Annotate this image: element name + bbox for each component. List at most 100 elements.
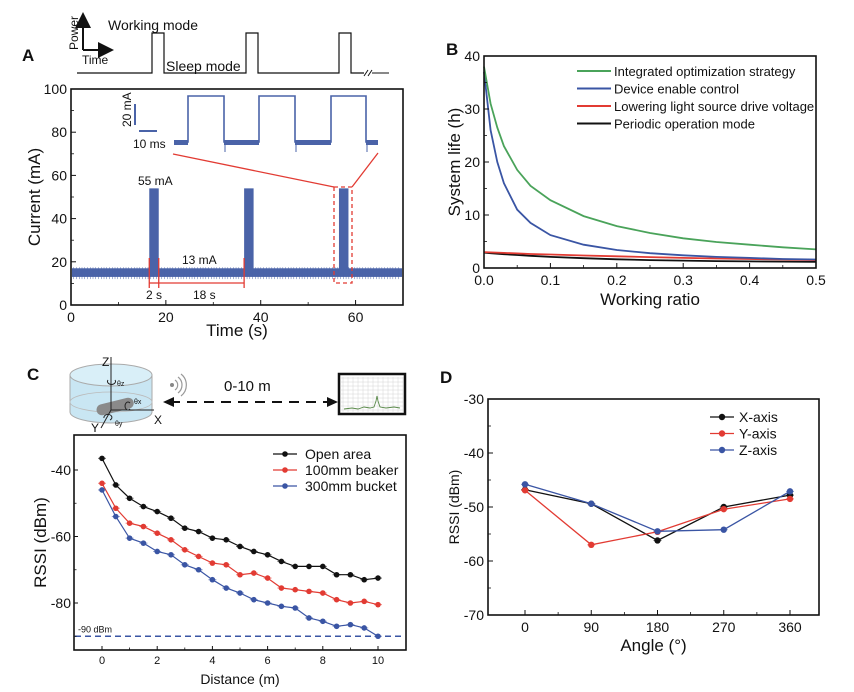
legend-marker	[718, 413, 726, 421]
y-tick-label: -60	[51, 529, 71, 545]
series-line	[483, 251, 817, 261]
spectrum-monitor-icon	[337, 372, 407, 416]
data-point	[292, 586, 299, 593]
data-point	[251, 548, 257, 555]
x-tick-label: 60	[348, 309, 364, 325]
legend-label: 100mm beaker	[305, 462, 399, 478]
off-duration-label: 18 s	[193, 288, 216, 302]
data-point	[223, 537, 229, 543]
system-life-chart: 0.0 0.1 0.2 0.3 0.4 0.5 0 10 20 30 40 Working ratio…	[445, 48, 826, 309]
x-tick-label: 0	[99, 655, 105, 667]
x-axis-label: X	[154, 413, 162, 427]
data-point	[99, 455, 105, 462]
baseline-current-band	[72, 268, 402, 277]
legend-label: Device enable control	[614, 82, 739, 97]
inset-baseline-band	[366, 140, 378, 145]
data-point	[154, 530, 160, 536]
theta-y-label: θy	[115, 421, 123, 428]
data-point	[264, 551, 271, 558]
x-tick-label: 20	[158, 309, 174, 325]
legend-label: Z-axis	[739, 442, 777, 458]
device-capsule	[96, 397, 134, 416]
data-point	[278, 585, 285, 591]
data-point	[168, 537, 174, 543]
data-point	[113, 482, 119, 488]
data-point	[654, 528, 661, 535]
y-axis-line	[100, 409, 112, 429]
current-chart: 0 20 40 60 0 20 40 60 80 100 Time (s) Current (mA) 5…	[25, 81, 404, 340]
y-axis-title: RSSI (dBm)	[446, 470, 462, 545]
legend-marker	[718, 446, 726, 454]
series-line	[483, 251, 817, 263]
data-point	[320, 618, 326, 625]
inset-scale-x-label: 10 ms	[133, 137, 166, 151]
rssi-distance-chart: -90 dBm 0 2 4 6 8 10 -40 -60 -80 Distance (m) RSSI …	[31, 434, 407, 687]
data-point	[720, 505, 727, 513]
x-tick-label: 90	[583, 619, 599, 635]
y-tick-label: 0	[472, 260, 480, 276]
x-tick-label: 40	[253, 309, 269, 325]
data-point	[113, 513, 119, 520]
y-axis-title: RSSI (dBm)	[31, 497, 50, 588]
panel-letter-d: D	[440, 368, 452, 387]
data-point	[333, 571, 340, 578]
data-point	[237, 571, 243, 578]
x-tick-label: 2	[154, 655, 160, 667]
y-tick-label: -60	[464, 553, 484, 569]
y-tick-label: 60	[51, 167, 67, 183]
distance-range-label: 0-10 m	[224, 378, 271, 395]
data-point	[209, 535, 216, 541]
legend-label: Y-axis	[739, 426, 777, 442]
water-tank-illustration: Z X Y θz θx θy	[69, 355, 162, 435]
zoom-region-box	[333, 186, 353, 284]
data-point	[720, 526, 727, 533]
x-tick-label: 0.0	[474, 272, 494, 288]
y-tick-label: 10	[464, 207, 480, 223]
data-point	[375, 633, 381, 640]
y-tick-label: -80	[51, 595, 71, 611]
legend-marker	[282, 483, 288, 489]
y-tick-label: 80	[51, 124, 67, 140]
right-arrowhead-icon	[327, 397, 338, 407]
data-point	[306, 615, 312, 621]
legend-label: 300mm bucket	[305, 478, 397, 494]
data-point	[786, 495, 794, 503]
data-point	[292, 563, 299, 570]
series-line	[524, 483, 791, 532]
data-point	[126, 495, 133, 502]
x-tick-label: 270	[712, 619, 736, 635]
reference-line-label: -90 dBm	[78, 624, 112, 634]
data-point	[333, 596, 340, 603]
data-point	[521, 481, 529, 488]
data-point	[168, 551, 174, 558]
series-line	[483, 66, 817, 251]
data-point	[182, 525, 188, 531]
x-tick-label: 0.5	[806, 272, 826, 288]
data-point	[347, 571, 354, 578]
power-time-schematic: Power Time Working mode Sleep mode	[67, 12, 389, 77]
panel-d: D 0 90 180 270 360 -30 -40 -50 -60 -70 Angle (°) RS…	[440, 368, 820, 655]
y-tick-label: -30	[464, 391, 484, 407]
y-tick-label: 40	[51, 211, 67, 227]
y-tick-label: 0	[59, 297, 67, 313]
current-pulse	[244, 188, 254, 273]
data-point	[99, 480, 105, 487]
data-point	[786, 488, 794, 495]
data-point	[237, 590, 243, 596]
data-point	[375, 575, 381, 581]
legend-label: Periodic operation mode	[614, 117, 755, 132]
data-point	[320, 590, 326, 596]
power-label: Power	[67, 16, 81, 50]
y-tick-label: 100	[44, 81, 68, 97]
x-tick-label: 0.2	[607, 272, 627, 288]
x-axis-title: Time (s)	[206, 321, 268, 340]
break-mark-2	[367, 69, 373, 77]
data-point	[654, 537, 661, 544]
data-point	[209, 576, 216, 583]
wireless-signal-icon	[170, 373, 187, 397]
y-tick-label: 20	[464, 154, 480, 170]
x-tick-label: 360	[778, 619, 802, 635]
data-point	[375, 601, 381, 608]
panel-letter-c: C	[27, 365, 39, 384]
data-point	[320, 563, 326, 570]
